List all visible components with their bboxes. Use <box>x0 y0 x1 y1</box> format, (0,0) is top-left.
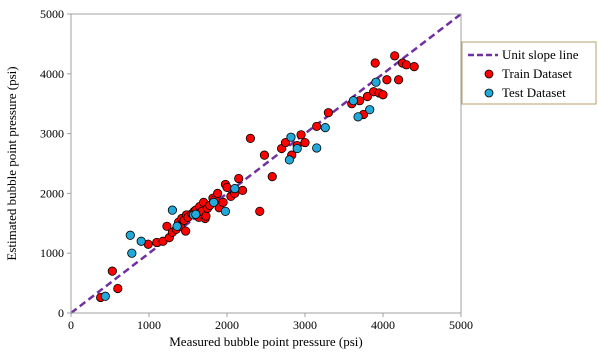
train-dataset-point <box>255 206 265 216</box>
test-dataset-point <box>167 205 177 215</box>
train-dataset-point <box>181 226 191 236</box>
y-tick-label: 2000 <box>40 186 64 200</box>
test-dataset-point <box>220 206 231 216</box>
x-axis-ticks: 0 1000 2000 3000 4000 5000 <box>68 313 473 332</box>
test-dataset-point <box>365 105 375 115</box>
x-tick-label: 0 <box>68 318 74 332</box>
test-dataset-point <box>371 77 381 87</box>
legend-label-test-dataset: Test Dataset <box>502 85 566 100</box>
legend-label-unit-slope-line: Unit slope line <box>502 47 579 62</box>
x-tick-label: 4000 <box>371 318 395 332</box>
train-dataset-point <box>382 75 392 85</box>
test-dataset-point <box>209 197 219 207</box>
test-dataset-point <box>100 291 110 301</box>
train-dataset-point <box>267 172 277 182</box>
legend-box <box>461 41 597 105</box>
unit-slope-line <box>70 13 462 314</box>
x-tick-label: 1000 <box>137 318 161 332</box>
y-tick-label: 3000 <box>40 127 64 141</box>
train-dataset-point <box>390 51 400 61</box>
test-dataset-point <box>191 209 201 219</box>
test-dataset-point <box>284 155 294 165</box>
y-tick-label: 1000 <box>40 246 64 260</box>
test-dataset-point <box>320 123 330 133</box>
legend-swatch-test-dataset <box>484 88 494 98</box>
legend: Unit slope line Train Dataset Test Datas… <box>461 41 597 105</box>
legend-label-train-dataset: Train Dataset <box>502 66 572 81</box>
reference-line-layer <box>70 13 462 314</box>
test-dataset-point <box>136 236 146 246</box>
train-dataset-point <box>238 185 248 196</box>
plot-area-frame <box>70 13 462 314</box>
train-dataset-point <box>409 62 419 72</box>
train-dataset-point <box>218 197 228 207</box>
train-dataset-point <box>401 60 411 70</box>
data-points-layer <box>96 51 419 303</box>
test-dataset-point <box>292 143 302 154</box>
y-axis-title: Estimated bubble point pressure (psi) <box>4 66 19 260</box>
train-dataset-point <box>201 211 211 221</box>
test-dataset-point <box>353 112 363 122</box>
train-dataset-point <box>222 182 232 193</box>
test-dataset-point <box>348 96 358 106</box>
train-dataset-point <box>259 150 270 160</box>
x-tick-label: 3000 <box>293 318 317 332</box>
y-tick-label: 0 <box>58 306 64 320</box>
train-dataset-point <box>362 91 372 102</box>
train-dataset-point <box>213 188 223 198</box>
x-tick-label: 5000 <box>449 318 473 332</box>
legend-swatch-train-dataset <box>484 69 494 79</box>
x-tick-label: 2000 <box>215 318 239 332</box>
train-dataset-point <box>245 133 255 143</box>
train-dataset-point <box>323 108 333 118</box>
train-dataset-point <box>370 58 380 68</box>
train-dataset-point <box>162 221 172 231</box>
train-dataset-point <box>393 75 404 85</box>
train-dataset-point <box>300 137 310 148</box>
train-dataset-point <box>234 173 244 184</box>
train-dataset-point <box>378 90 388 100</box>
train-dataset-point <box>113 283 123 294</box>
x-axis-title: Measured bubble point pressure (psi) <box>169 334 363 349</box>
test-dataset-point <box>312 143 322 153</box>
test-dataset-point <box>172 221 182 231</box>
test-dataset-point <box>230 184 240 194</box>
train-dataset-point <box>312 121 322 132</box>
train-dataset-point <box>296 130 306 140</box>
y-tick-label: 5000 <box>40 7 64 21</box>
test-dataset-point <box>127 248 137 258</box>
y-axis-ticks: 0 1000 2000 3000 4000 5000 <box>40 7 71 320</box>
test-dataset-point <box>125 230 135 240</box>
y-tick-label: 4000 <box>40 67 64 81</box>
train-dataset-point <box>107 266 117 276</box>
test-dataset-point <box>286 132 296 142</box>
train-dataset-point <box>280 137 291 148</box>
